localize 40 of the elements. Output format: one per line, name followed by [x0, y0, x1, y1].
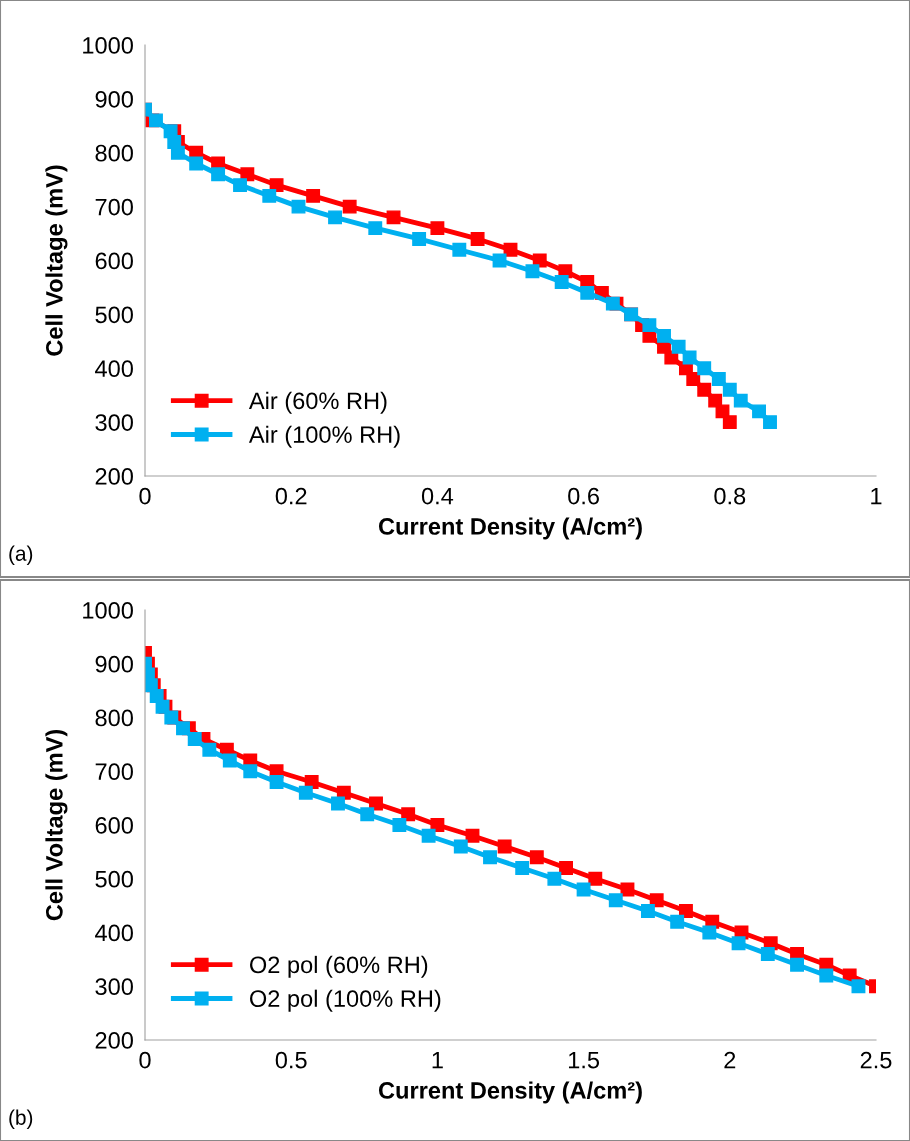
- y-tick-label: 400: [95, 924, 133, 942]
- text: (b): [9, 1109, 33, 1129]
- y-axis-title: Cell Voltage (mV): [45, 729, 68, 921]
- y-tick-label: 400: [95, 360, 133, 378]
- y-axis-title: Cell Voltage (mV): [45, 165, 68, 356]
- x-tick-label: 0.8: [714, 487, 746, 505]
- y-tick-label: 600: [95, 817, 133, 834]
- legend-label: Air (100% RH): [248, 425, 400, 448]
- x-tick-label: 1.5: [568, 1051, 600, 1069]
- legend-label: Air (60% RH): [248, 391, 387, 414]
- y-tick-label: 300: [95, 414, 133, 431]
- legend-label: O2 pol (100% RH): [250, 989, 441, 1012]
- y-tick-label: 1000: [83, 37, 133, 54]
- y-tick-label: 200: [95, 468, 133, 485]
- x-axis-title: Current Density (A/cm²): [378, 1081, 642, 1104]
- x-tick-label: 2: [724, 1051, 736, 1069]
- y-tick-label: 500: [95, 870, 133, 888]
- legend-label: O2 pol (60% RH): [250, 955, 428, 978]
- y-tick-label: 1000: [83, 602, 133, 619]
- x-tick-label: 0: [139, 1051, 151, 1069]
- x-tick-label: 1: [432, 1051, 443, 1069]
- x-tick-label: 0.5: [275, 1051, 307, 1069]
- y-tick-label: 600: [95, 252, 133, 270]
- y-tick-label: 900: [95, 90, 133, 108]
- y-tick-label: 500: [95, 306, 133, 324]
- y-tick-label: 700: [95, 198, 133, 216]
- x-axis-title: Current Density (A/cm²): [378, 517, 642, 540]
- x-tick-label: 1: [871, 487, 882, 505]
- x-tick-label: 0.4: [421, 487, 454, 505]
- y-tick-label: 800: [95, 144, 133, 162]
- y-tick-label: 300: [95, 978, 133, 996]
- y-tick-label: 200: [95, 1032, 133, 1049]
- x-tick-label: 0: [139, 487, 151, 505]
- y-tick-label: 700: [95, 763, 133, 781]
- y-tick-label: 900: [95, 655, 133, 673]
- text: (a): [9, 545, 33, 565]
- y-tick-label: 800: [95, 709, 133, 727]
- x-tick-label: 2.5: [860, 1051, 892, 1069]
- x-tick-label: 0.6: [568, 487, 599, 505]
- x-tick-label: 0.2: [275, 487, 307, 505]
